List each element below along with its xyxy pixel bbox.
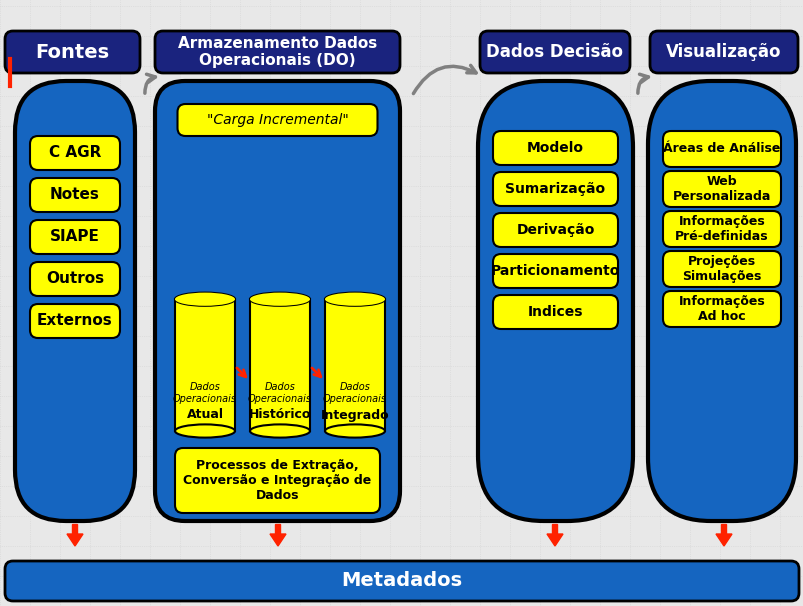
- FancyBboxPatch shape: [492, 254, 618, 288]
- Text: Metadados: Metadados: [341, 571, 462, 590]
- FancyBboxPatch shape: [72, 524, 77, 534]
- FancyBboxPatch shape: [30, 220, 120, 254]
- Text: Web
Personalizada: Web Personalizada: [672, 175, 770, 203]
- Text: Dados Decisão: Dados Decisão: [486, 43, 622, 61]
- FancyBboxPatch shape: [15, 81, 135, 521]
- FancyBboxPatch shape: [30, 262, 120, 296]
- FancyBboxPatch shape: [492, 295, 618, 329]
- FancyBboxPatch shape: [662, 211, 780, 247]
- Ellipse shape: [175, 424, 234, 438]
- Polygon shape: [715, 534, 731, 546]
- Polygon shape: [67, 534, 83, 546]
- FancyBboxPatch shape: [155, 81, 400, 521]
- Ellipse shape: [250, 293, 310, 306]
- Text: Outros: Outros: [46, 271, 104, 287]
- FancyBboxPatch shape: [662, 131, 780, 167]
- Text: "Carga Incremental": "Carga Incremental": [206, 113, 348, 127]
- FancyBboxPatch shape: [155, 31, 400, 73]
- Text: Derivação: Derivação: [516, 223, 594, 237]
- Polygon shape: [270, 534, 286, 546]
- Text: Armazenamento Dados
Operacionais (DO): Armazenamento Dados Operacionais (DO): [177, 36, 377, 68]
- FancyBboxPatch shape: [662, 251, 780, 287]
- FancyBboxPatch shape: [324, 299, 385, 431]
- FancyBboxPatch shape: [647, 81, 795, 521]
- Text: Projeções
Simulações: Projeções Simulações: [682, 255, 760, 283]
- Text: Visualização: Visualização: [666, 43, 781, 61]
- FancyBboxPatch shape: [478, 81, 632, 521]
- Ellipse shape: [324, 293, 385, 306]
- Text: C AGR: C AGR: [49, 145, 101, 161]
- Text: Dados
Operacionais: Dados Operacionais: [247, 382, 312, 404]
- Text: Áreas de Análise: Áreas de Análise: [662, 142, 780, 156]
- FancyBboxPatch shape: [5, 31, 140, 73]
- Ellipse shape: [175, 293, 234, 306]
- FancyBboxPatch shape: [552, 524, 556, 534]
- FancyBboxPatch shape: [5, 561, 798, 601]
- Polygon shape: [546, 534, 562, 546]
- FancyBboxPatch shape: [492, 131, 618, 165]
- FancyBboxPatch shape: [175, 448, 380, 513]
- Text: Notes: Notes: [50, 187, 100, 202]
- Text: Externos: Externos: [37, 313, 112, 328]
- FancyBboxPatch shape: [649, 31, 797, 73]
- FancyBboxPatch shape: [177, 104, 377, 136]
- FancyBboxPatch shape: [250, 299, 310, 431]
- Text: Dados
Operacionais: Dados Operacionais: [173, 382, 237, 404]
- FancyBboxPatch shape: [275, 524, 280, 534]
- Text: Integrado: Integrado: [320, 408, 389, 422]
- Text: Sumarização: Sumarização: [505, 182, 605, 196]
- Text: Atual: Atual: [186, 408, 223, 422]
- Text: Particionamento: Particionamento: [490, 264, 619, 278]
- Text: Indices: Indices: [527, 305, 582, 319]
- Text: Informações
Pré-definidas: Informações Pré-definidas: [675, 215, 768, 243]
- Ellipse shape: [175, 293, 234, 306]
- FancyBboxPatch shape: [662, 171, 780, 207]
- Text: Informações
Ad hoc: Informações Ad hoc: [678, 295, 764, 323]
- FancyBboxPatch shape: [30, 178, 120, 212]
- Ellipse shape: [250, 293, 310, 306]
- FancyBboxPatch shape: [175, 299, 234, 431]
- Ellipse shape: [324, 424, 385, 438]
- FancyBboxPatch shape: [720, 524, 726, 534]
- Ellipse shape: [250, 424, 310, 438]
- Text: Dados
Operacionais: Dados Operacionais: [323, 382, 386, 404]
- FancyBboxPatch shape: [479, 31, 630, 73]
- Text: SIAPE: SIAPE: [50, 230, 100, 244]
- FancyBboxPatch shape: [492, 172, 618, 206]
- Text: Histórico: Histórico: [248, 408, 311, 422]
- Text: Fontes: Fontes: [35, 42, 109, 61]
- Text: Processos de Extração,
Conversão e Integração de
Dados: Processos de Extração, Conversão e Integ…: [183, 459, 371, 502]
- FancyBboxPatch shape: [492, 213, 618, 247]
- FancyBboxPatch shape: [30, 304, 120, 338]
- Text: Modelo: Modelo: [526, 141, 583, 155]
- Ellipse shape: [324, 293, 385, 306]
- FancyBboxPatch shape: [662, 291, 780, 327]
- FancyBboxPatch shape: [30, 136, 120, 170]
